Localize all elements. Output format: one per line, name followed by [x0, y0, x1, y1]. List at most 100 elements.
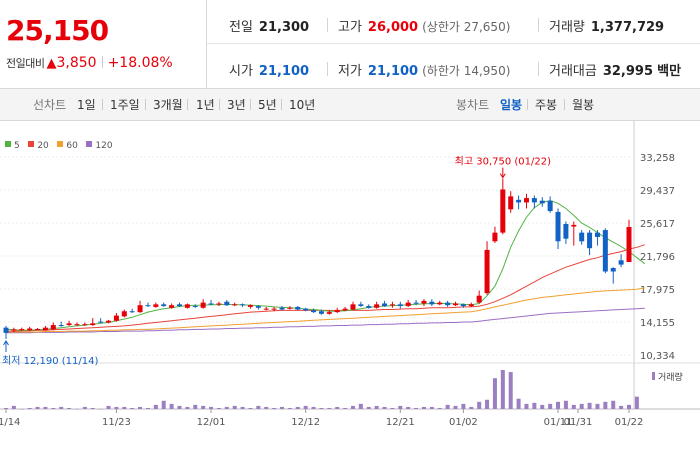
candle-body [74, 324, 80, 326]
tab-10y[interactable]: 10년 [289, 98, 316, 112]
candle-body [90, 323, 96, 326]
candle-body [279, 307, 285, 310]
volume-bar [185, 406, 190, 409]
candle-body [255, 306, 261, 308]
candle-body [176, 304, 182, 307]
candle-body [334, 310, 340, 313]
candle-body [216, 303, 222, 305]
y-tick-label: 25,617 [640, 219, 675, 230]
volume-bar [516, 398, 521, 409]
tab-daily[interactable]: 일봉 [500, 98, 523, 112]
volume: 거래량 1,377,729 [549, 16, 664, 35]
x-tick-label: 01/11 [544, 417, 573, 428]
candle-body [579, 232, 585, 242]
candle-body [531, 198, 537, 203]
volume-bar [67, 407, 72, 409]
candle-body [208, 303, 214, 305]
volume-bar [611, 400, 616, 409]
open-price: 시가 21,100 [229, 60, 309, 79]
volume-bar [350, 405, 355, 409]
tab-1d[interactable]: 1일 [77, 98, 96, 112]
tab-1y[interactable]: 1년 [196, 98, 215, 112]
volume-bar [153, 404, 158, 409]
x-tick-label: 11/14 [0, 417, 20, 428]
candle-body [342, 308, 348, 311]
candlestick-chart: 33,258 29,437 25,617 21,796 17,975 14,155 10,3… [0, 121, 700, 428]
change-amount: 3,850 [56, 55, 97, 71]
volume-bar [508, 372, 513, 409]
chart-tabs: 선차트 1일 1주일 3개월 1년 3년 5년 10년 봉차트 일봉 주봉 월봉 [0, 89, 700, 121]
volume-bar [563, 400, 568, 409]
candle-body [247, 305, 253, 307]
volume-bar [634, 396, 639, 409]
volume-bar [477, 401, 482, 409]
candle-body [484, 249, 490, 294]
x-tick-label: 12/12 [291, 417, 320, 428]
candle-body [555, 211, 561, 242]
volume-bar [59, 406, 64, 409]
volume-bar [469, 406, 474, 409]
tab-monthly[interactable]: 월봉 [572, 98, 595, 112]
volume-bar [11, 405, 16, 409]
candle-body [445, 302, 451, 306]
candle-chart-label[interactable]: 봉차트 [456, 98, 490, 112]
volume-bar [4, 407, 8, 409]
prev-close-label: 전일 [229, 20, 253, 35]
volume-bar [374, 405, 379, 409]
change-row: 전일대비 ▲3,850 +18.08% [6, 55, 173, 71]
candle-body [492, 232, 498, 242]
up-triangle-icon: ▲ [46, 56, 57, 71]
candle-body [11, 329, 17, 331]
volume-bar [453, 405, 458, 409]
volume-bar [193, 404, 198, 409]
volume-bar [603, 401, 608, 409]
high-annotation: 최고 30,750 (01/22) [455, 156, 551, 168]
volume-bar [51, 407, 56, 409]
open-value: 21,100 [258, 64, 310, 79]
volume-bar [335, 406, 340, 409]
volume-bar [145, 407, 150, 409]
volume-bar [122, 406, 127, 409]
candle-body [610, 268, 616, 272]
candle-body [468, 304, 474, 307]
candle-body [602, 230, 608, 272]
ma60-line [6, 287, 645, 333]
quote-summary: 25,150 전일대비 ▲3,850 +18.08% 전일 21,300 고가 26,0… [0, 0, 700, 89]
x-tick-label: 12/01 [197, 417, 226, 428]
tab-weekly[interactable]: 주봉 [535, 98, 558, 112]
candle-body [326, 312, 332, 314]
candle-body [66, 323, 72, 326]
tab-1w[interactable]: 1주일 [110, 98, 140, 112]
y-tick-label: 21,796 [640, 252, 675, 263]
volume-bar [114, 406, 119, 409]
tab-5y[interactable]: 5년 [258, 98, 277, 112]
volume-bar [280, 406, 285, 409]
y-tick-label: 33,258 [640, 153, 675, 164]
volume-bar [98, 409, 103, 410]
candle-body [200, 302, 206, 308]
candle-body [106, 320, 112, 323]
y-tick-label: 14,155 [640, 318, 675, 329]
tab-3m[interactable]: 3개월 [153, 98, 183, 112]
tab-3y[interactable]: 3년 [227, 98, 246, 112]
candle-body [192, 306, 198, 308]
change-rate: +18.08% [107, 55, 173, 71]
high-value: 26,000 [367, 20, 419, 35]
candle-body [82, 324, 88, 326]
x-tick-label: 01/31 [564, 417, 593, 428]
candle-body [476, 295, 482, 303]
ma120-line [6, 307, 645, 334]
volume-bar [248, 407, 253, 409]
legend: 5 20 60 120 [5, 141, 113, 151]
candle-body [358, 304, 364, 307]
candle-body [516, 199, 522, 203]
candle-body [240, 304, 246, 306]
volume-bar [295, 406, 300, 409]
prev-close: 전일 21,300 [229, 16, 309, 35]
line-chart-label[interactable]: 선차트 [33, 98, 67, 112]
volume-bar [619, 405, 624, 409]
volume-bar [540, 404, 545, 409]
candle-body [153, 304, 159, 307]
prev-close-value: 21,300 [258, 20, 310, 35]
candle-body [232, 304, 238, 306]
